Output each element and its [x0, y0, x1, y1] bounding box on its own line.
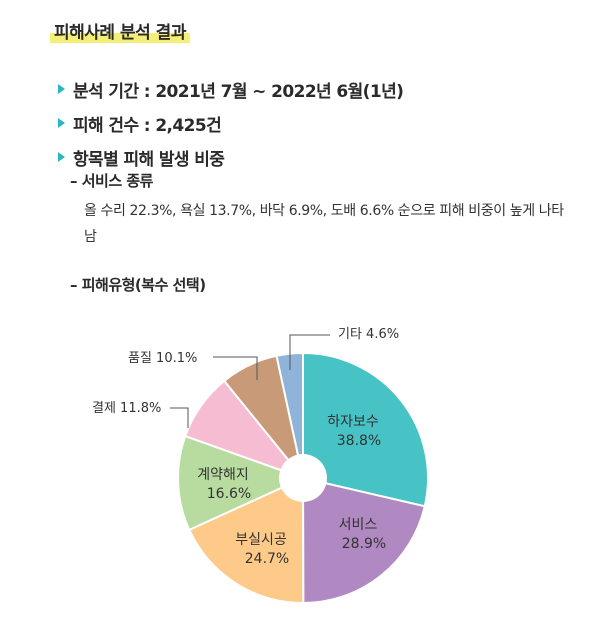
- slice-value-3: 16.6%: [207, 486, 251, 502]
- bullet-list: 분석 기간 : 2021년 7월 ~ 2022년 6월(1년) 피해 건수 : …: [58, 72, 404, 174]
- section-title: 피해사례 분석 결과: [50, 18, 190, 45]
- triangle-bullet-icon: [58, 118, 65, 128]
- slice-label-3: 계약해지: [197, 467, 249, 483]
- slice-label-2: 부실시공: [235, 532, 287, 548]
- slice-label-6: 기타 4.6%: [338, 327, 399, 342]
- service-description: 올 수리 22.3%, 욕실 13.7%, 바닥 6.9%, 도배 6.6% 순…: [84, 203, 564, 245]
- service-heading: – 서비스 종류: [70, 172, 153, 190]
- slice-value-1: 28.9%: [342, 536, 386, 552]
- triangle-bullet-icon: [58, 152, 65, 162]
- pie-slice-0: [302, 351, 429, 508]
- leader-line-5: [213, 356, 258, 380]
- triangle-bullet-icon: [58, 84, 65, 94]
- donut-hole: [279, 454, 327, 502]
- leader-line-6: [289, 334, 330, 370]
- bullet-text: 피해 건수 : 2,425건: [73, 115, 222, 136]
- slice-value-0: 38.8%: [337, 433, 381, 449]
- slice-label-1: 서비스: [339, 517, 378, 533]
- damage-type-heading: – 피해유형(복수 선택): [70, 276, 206, 294]
- slice-value-2: 24.7%: [245, 551, 289, 567]
- pie-slice-2: [187, 476, 305, 605]
- bullet-text: 항목별 피해 발생 비중: [73, 149, 225, 170]
- slice-label-4: 결제 11.8%: [92, 401, 161, 416]
- slice-label-5: 품질 10.1%: [128, 351, 197, 366]
- damage-type-donut-chart: 하자보수 38.8% 서비스 28.9% 부실시공 24.7% 계약해지 16.6% 결제 11…: [92, 327, 429, 605]
- bullet-share: 항목별 피해 발생 비중: [58, 140, 403, 174]
- slice-label-0: 하자보수: [327, 414, 379, 430]
- bullet-text: 분석 기간 : 2021년 7월 ~ 2022년 6월(1년): [73, 81, 404, 102]
- pie-slice-3: [177, 434, 306, 532]
- leader-line-4: [170, 407, 189, 428]
- bullet-period: 분석 기간 : 2021년 7월 ~ 2022년 6월(1년): [58, 72, 404, 106]
- pie-slice-1: [301, 476, 426, 605]
- bullet-count: 피해 건수 : 2,425건: [58, 106, 403, 140]
